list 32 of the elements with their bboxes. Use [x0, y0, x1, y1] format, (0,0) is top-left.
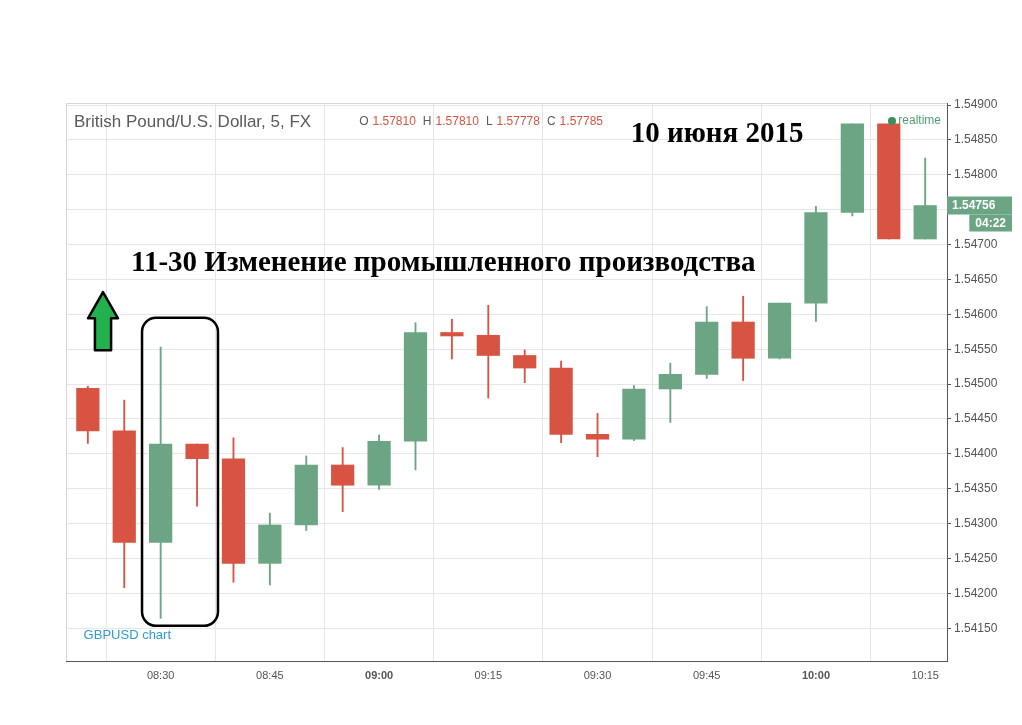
candlestick — [440, 318, 464, 360]
y-tick-label: 1.54350 — [954, 481, 998, 496]
text: 04:22 — [975, 215, 1007, 230]
text: British Pound/U.S. Dollar, 5, FX — [74, 111, 312, 131]
y-tick-label: 1.54250 — [954, 550, 998, 565]
x-tick-label: 10:00 — [801, 668, 831, 681]
y-tick-label: 1.54500 — [954, 376, 998, 391]
y-tick-label: 1.54650 — [954, 271, 998, 286]
text: 1.54756 — [952, 198, 996, 213]
x-tick-label: 09:30 — [583, 668, 612, 681]
y-tick-label: 1.54200 — [954, 585, 998, 600]
annotation: 11-30 Изменение промышленного производства — [131, 244, 757, 277]
annotation: GBPUSD chart — [83, 627, 172, 643]
y-tick-label: 1.54450 — [954, 411, 998, 426]
annotation: 10 июня 2015 — [630, 115, 804, 148]
y-tick-label: 1.54300 — [954, 515, 998, 530]
x-tick-label: 09:45 — [692, 668, 721, 681]
y-tick-label: 1.54700 — [954, 236, 998, 251]
x-tick-label: 10:15 — [911, 668, 939, 681]
x-tick-label: 08:30 — [146, 668, 175, 681]
y-tick-label: 1.54550 — [954, 341, 998, 356]
annotation: realtime — [898, 113, 942, 128]
x-tick-label: 09:15 — [474, 668, 503, 681]
x-tick-label: 08:45 — [256, 668, 284, 681]
y-tick-label: 1.54800 — [954, 167, 998, 182]
y-tick-label: 1.54600 — [954, 306, 998, 321]
y-tick-label: 1.54400 — [954, 446, 998, 461]
text: O 1.57810 H 1.57810 L 1.57778 C 1.57785 — [359, 114, 604, 129]
x-tick-label: 09:00 — [365, 668, 394, 681]
y-tick-label: 1.54850 — [954, 132, 998, 147]
y-tick-label: 1.54900 — [954, 97, 998, 112]
y-tick-label: 1.54150 — [954, 620, 998, 635]
